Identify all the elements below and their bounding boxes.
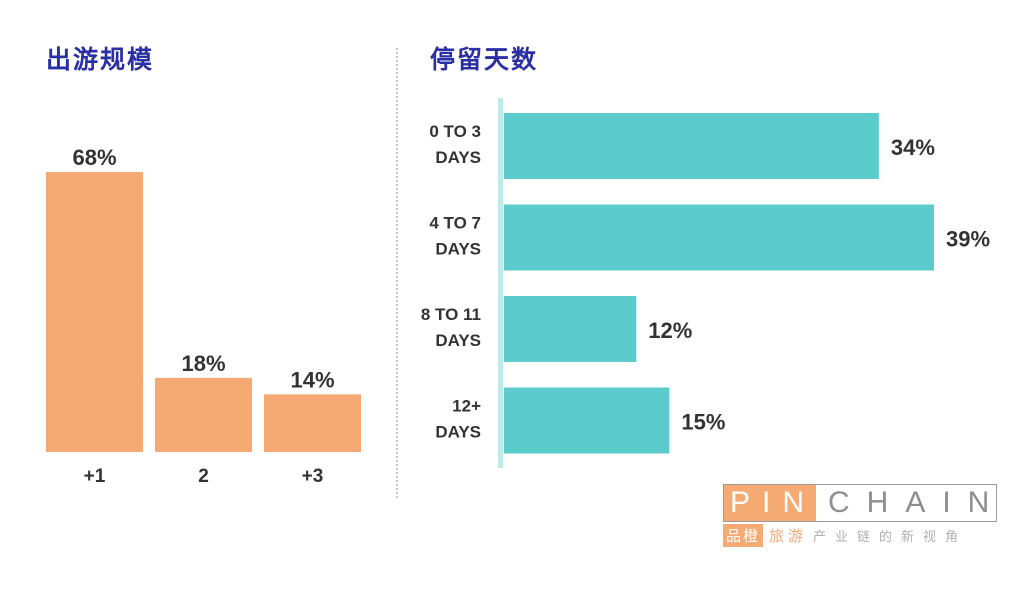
y-tick-label-2-line-1: 4 TO 7 [429,214,481,233]
right-chart-panel: 停留天数 34% 0 TO 3 DAYS 39% 4 TO 7 DAYS 12% 8 TO 1… [400,0,1024,599]
y-axis-line [498,98,503,468]
bar-value-label-2: 39% [946,227,990,252]
left-chart-panel: 出游规模 68% +1 18% 2 14% +3 [0,0,395,599]
bar-3 [504,296,637,362]
bar-2 [155,377,252,452]
right-bar-chart: 34% 0 TO 3 DAYS 39% 4 TO 7 DAYS 12% 8 TO 11 DAYS… [421,98,990,468]
bar-value-label-3: 14% [290,367,334,392]
y-tick-label-1-line-1: 0 TO 3 [429,122,481,141]
left-chart-title: 出游规模 [46,45,155,74]
pinchain-logo: PIN CHAIN 品橙 旅游 产业链的新视角 [723,484,997,547]
y-tick-label-4-line-2: DAYS [435,423,481,442]
bar-3 [264,394,361,452]
x-tick-label-1: +1 [84,466,106,487]
bar-value-label-4: 15% [681,410,725,435]
y-tick-label-4-line-1: 12+ [452,397,481,416]
y-tick-label-2-line-2: DAYS [435,240,481,259]
y-tick-label-3-line-1: 8 TO 11 [421,305,481,324]
bar-value-label-1: 68% [72,145,116,170]
bar-4 [504,387,670,454]
logo-mark: 品橙 [723,524,764,547]
x-tick-label-3: +3 [302,466,324,487]
left-bar-chart: 68% +1 18% 2 14% +3 [46,145,361,487]
bar-1 [46,172,143,452]
x-tick-label-2: 2 [198,466,209,487]
y-tick-label-1-line-2: DAYS [435,148,481,167]
bar-value-label-3: 12% [648,318,692,343]
panel-divider [396,48,398,498]
y-tick-label-3-line-2: DAYS [435,331,481,350]
logo-tagline: 品橙 旅游 产业链的新视角 [723,524,967,547]
bar-2 [504,204,934,271]
bar-value-label-1: 34% [891,135,935,160]
logo-wordmark: PIN CHAIN [723,484,997,522]
right-chart-title: 停留天数 [430,45,539,74]
bar-1 [504,113,879,179]
logo-chain-text: CHAIN [828,486,1007,519]
logo-pin-text: PIN [724,485,816,521]
logo-tagline-rest: 产业链的新视角 [813,530,968,545]
logo-tagline-highlight: 旅游 [769,527,808,545]
bar-value-label-2: 18% [181,351,225,376]
